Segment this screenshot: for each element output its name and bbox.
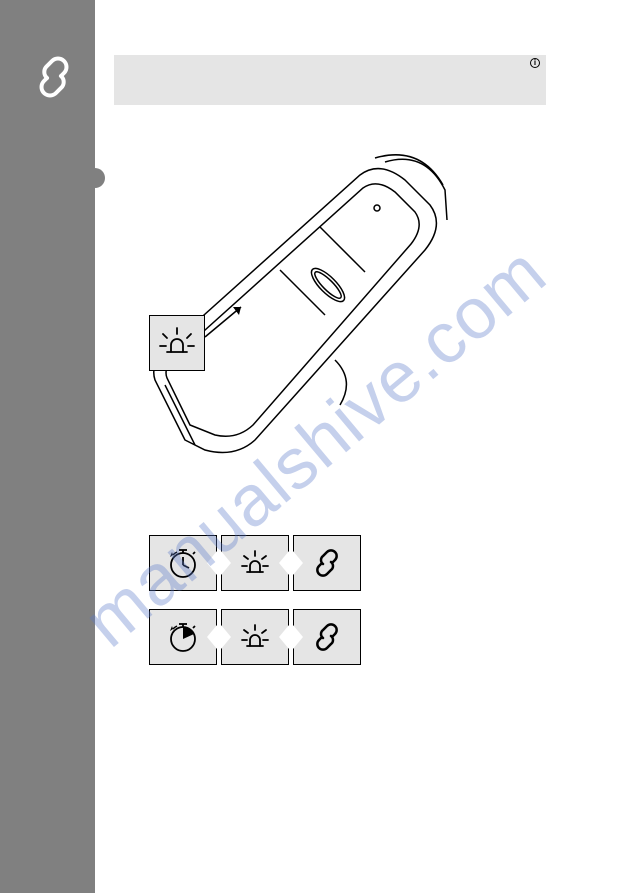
device-illustration: [125, 150, 475, 455]
link-icon: [293, 609, 361, 665]
sidebar: [0, 0, 95, 893]
timer-outline-icon: [149, 535, 217, 591]
timer-filled-icon: [149, 609, 217, 665]
step-bullet: [85, 168, 105, 188]
link-icon: [32, 55, 76, 104]
info-icon: i: [530, 58, 540, 68]
sequence-row-1: [149, 535, 361, 591]
timeline: [93, 178, 95, 893]
info-banner: i: [114, 55, 546, 105]
callout-light: [149, 315, 205, 371]
callout-pointer: [203, 295, 263, 355]
light-beacon-icon: [221, 609, 289, 665]
sequence-row-2: [149, 609, 361, 665]
link-icon: [293, 535, 361, 591]
light-beacon-icon: [221, 535, 289, 591]
